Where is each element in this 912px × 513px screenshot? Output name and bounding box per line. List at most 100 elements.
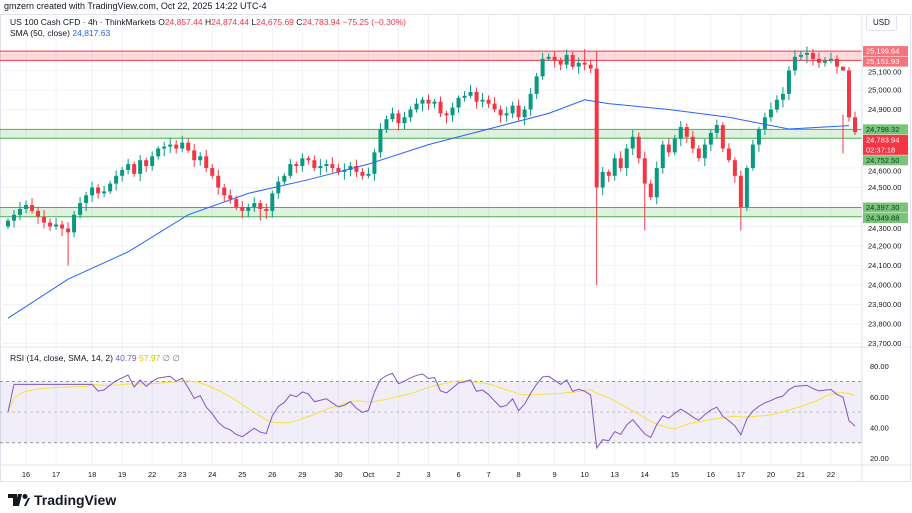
price-label-bg: [863, 124, 908, 135]
rsi-value: 40.79: [115, 353, 137, 363]
candle-down: [240, 207, 245, 211]
candle-down: [684, 127, 689, 137]
candle-up: [12, 214, 17, 221]
candle-down: [360, 171, 365, 176]
candle-down: [474, 91, 479, 102]
candle-down: [306, 158, 311, 161]
candle-up: [534, 76, 539, 94]
support-zone: [0, 207, 862, 217]
rsi-sma-value: 57.97: [139, 353, 161, 363]
time-tick-label: Oct: [363, 470, 376, 479]
price-label-bg: [863, 56, 908, 67]
open-label: O: [158, 17, 165, 27]
candle-up: [774, 99, 779, 110]
candle-down: [726, 148, 731, 161]
close-label: C: [296, 17, 303, 27]
price-label-support: 24,752.50: [866, 156, 899, 165]
price-label-bg: [863, 213, 908, 224]
currency-button[interactable]: USD: [866, 14, 897, 31]
price-tick-label: 24,000.00: [868, 281, 901, 290]
candle-down: [192, 150, 197, 161]
candle-up: [378, 129, 383, 153]
candle-up: [408, 109, 413, 118]
candle-up: [90, 187, 95, 196]
candle-down: [66, 228, 71, 233]
candle-up: [744, 168, 749, 207]
time-tick-label: 9: [553, 470, 557, 479]
candle-up: [708, 132, 713, 145]
candle-up: [348, 166, 353, 170]
candle-down: [312, 160, 317, 168]
candle-up: [654, 168, 659, 198]
rsi-label[interactable]: RSI (14, close, SMA, 14, 2): [10, 353, 113, 363]
candle-up: [762, 117, 767, 129]
sma-label[interactable]: SMA (50, close): [10, 28, 70, 38]
candle-down: [486, 99, 491, 104]
candle-up: [798, 54, 803, 57]
candle-up: [156, 148, 161, 157]
tradingview-logo[interactable]: TradingView: [8, 492, 116, 508]
candle-down: [36, 210, 41, 217]
time-tick-label: 20: [767, 470, 775, 479]
rsi-band: [0, 381, 862, 443]
rsi-tick-label: 80.00: [870, 362, 889, 371]
candle-down: [216, 175, 221, 188]
rsi-tick-label: 20.00: [870, 454, 889, 463]
candle-up: [198, 156, 203, 161]
price-tick-label: 24,900.00: [868, 105, 901, 114]
sma-legend: SMA (50, close) 24,817.63: [10, 28, 110, 38]
candle-down: [264, 208, 269, 211]
candle-up: [546, 56, 551, 59]
candle-up: [54, 224, 59, 227]
price-tick-label: 25,000.00: [868, 86, 901, 95]
tradingview-logo-icon: [8, 494, 30, 506]
candle-up: [6, 220, 10, 227]
candle-up: [168, 144, 173, 147]
change-value: −75.25 (−0.30%): [342, 17, 406, 27]
candle-down: [144, 160, 149, 167]
candle-up: [828, 58, 833, 61]
candle-up: [270, 193, 275, 211]
candle-up: [300, 158, 305, 167]
candle-up: [432, 101, 437, 104]
candle-down: [444, 113, 449, 116]
candle-down: [570, 54, 575, 67]
symbol-name[interactable]: US 100 Cash CFD · 4h · ThinkMarkets: [10, 17, 156, 27]
candle-up: [324, 164, 329, 167]
candle-up: [384, 119, 389, 129]
support-zone: [0, 129, 862, 139]
candle-up: [714, 125, 719, 133]
candle-down: [48, 222, 53, 227]
candle-up: [612, 158, 617, 176]
time-tick-label: 16: [707, 470, 715, 479]
candle-up: [282, 175, 287, 182]
candle-down: [648, 183, 653, 198]
candle-down: [853, 117, 857, 133]
candle-down: [606, 171, 611, 176]
candle-up: [342, 169, 347, 172]
candle-down: [690, 136, 695, 149]
time-tick-label: 7: [486, 470, 490, 479]
candle-down: [174, 144, 179, 149]
candle-up: [564, 54, 569, 65]
candle-down: [132, 164, 137, 174]
candle-up: [24, 205, 29, 209]
candle-up: [276, 181, 281, 194]
time-tick-label: 13: [611, 470, 619, 479]
candle-up: [108, 183, 113, 192]
time-tick-label: 21: [797, 470, 805, 479]
candle-down: [834, 58, 839, 67]
candle-down: [732, 160, 737, 176]
time-tick-label: 17: [737, 470, 745, 479]
candle-up: [672, 138, 677, 153]
low-value: 24,675.69: [256, 17, 294, 27]
candle-down: [42, 216, 47, 223]
time-tick-label: 30: [334, 470, 342, 479]
time-tick-label: 23: [178, 470, 186, 479]
candle-down: [294, 164, 299, 167]
candle-down: [552, 56, 557, 61]
price-tick-label: 23,700.00: [868, 339, 901, 348]
candle-down: [636, 136, 641, 159]
candle-down: [666, 144, 671, 153]
